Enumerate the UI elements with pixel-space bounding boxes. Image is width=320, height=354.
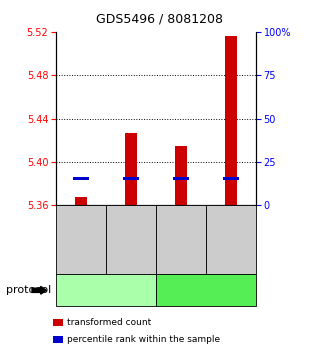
Bar [175,146,187,205]
Text: GSM832616: GSM832616 [76,214,85,266]
Text: GSM832617: GSM832617 [126,214,135,266]
Text: miR-365-2
expression: miR-365-2 expression [180,279,232,301]
Text: transformed count: transformed count [67,318,151,327]
Text: GSM832615: GSM832615 [227,215,236,265]
Bar [225,36,237,205]
Bar [223,177,239,179]
Text: GSM832614: GSM832614 [177,215,186,265]
Text: protocol: protocol [6,285,52,295]
Bar [173,177,189,179]
Bar [73,177,89,179]
Bar [125,133,137,205]
Text: percentile rank within the sample: percentile rank within the sample [67,335,220,344]
Bar [123,177,139,179]
Text: GDS5496 / 8081208: GDS5496 / 8081208 [97,12,223,25]
Bar [75,196,87,205]
Text: control: control [89,285,123,295]
